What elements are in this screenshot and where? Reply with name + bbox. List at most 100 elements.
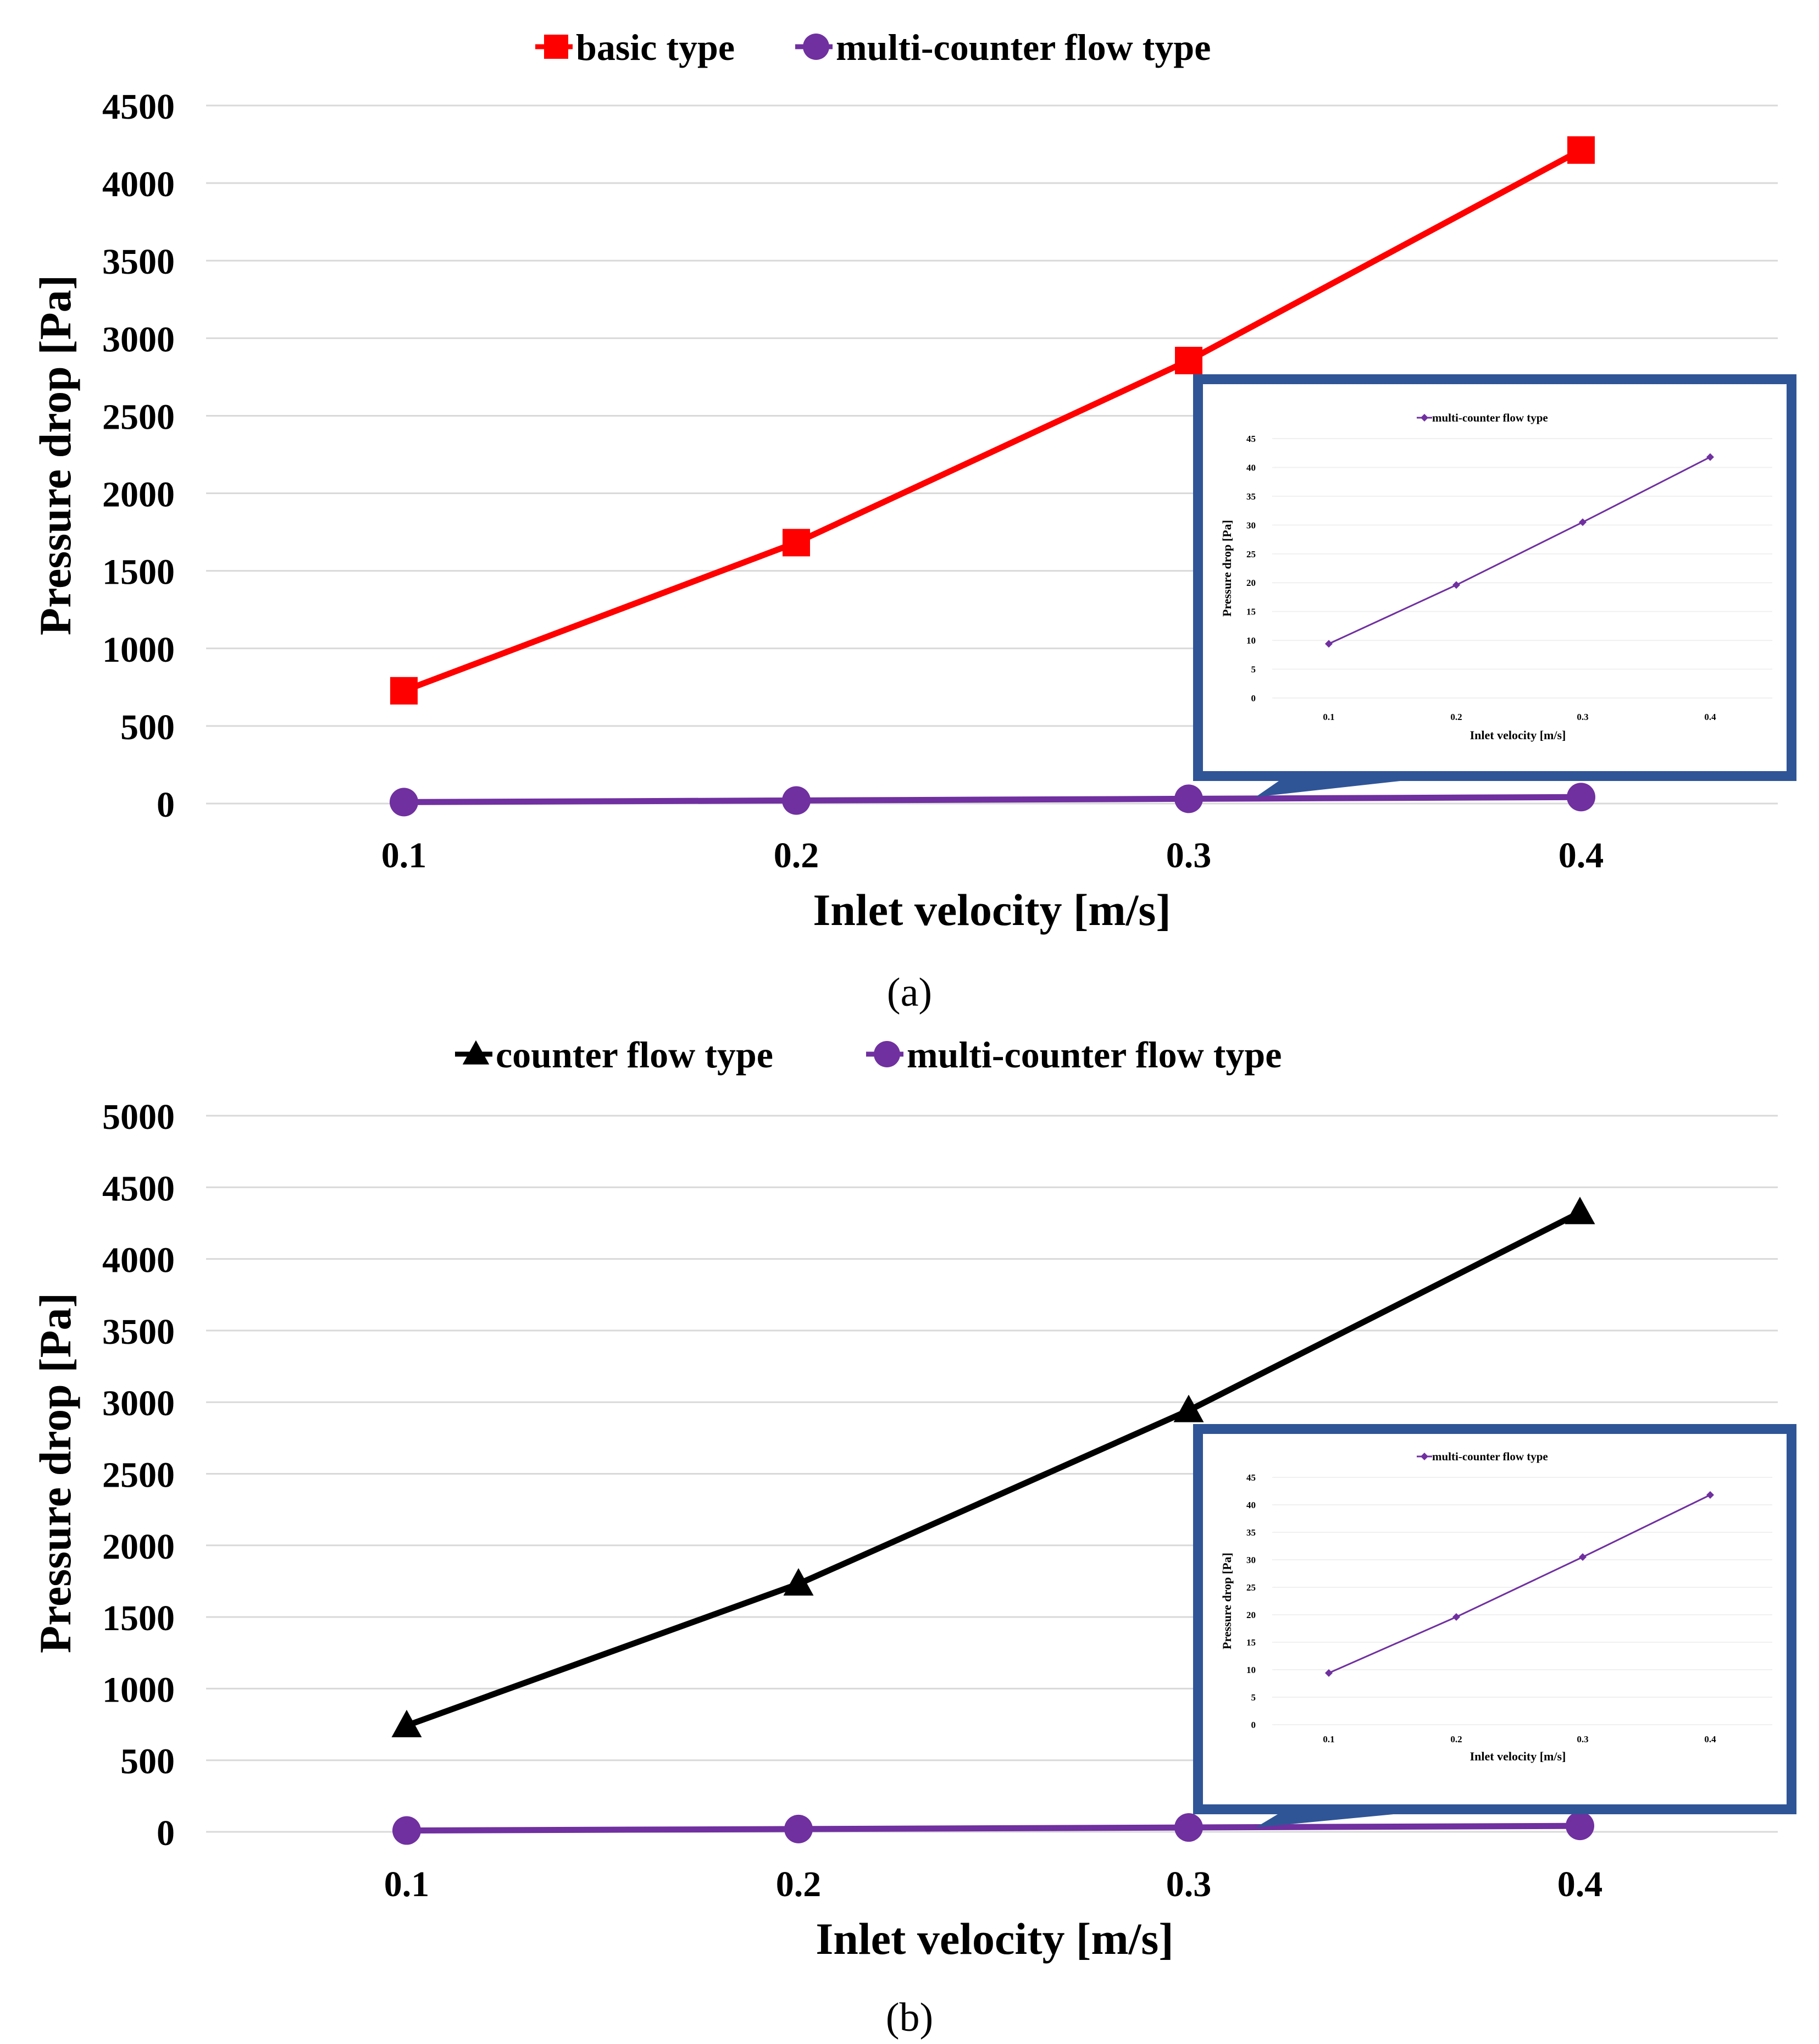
data-point: [1567, 783, 1595, 812]
panel-caption: (b): [886, 1995, 933, 2040]
callout-pointer: [1256, 776, 1445, 797]
panel-caption: (a): [887, 970, 932, 1015]
y-tick-label: 4500: [102, 87, 175, 127]
y-tick-label: 4000: [102, 1240, 175, 1281]
inset-data-point: [1706, 1491, 1714, 1499]
series-line: [403, 794, 1582, 805]
inset-data-point: [1325, 1669, 1333, 1677]
x-tick-label: 0.4: [1559, 835, 1604, 876]
legend-item: counter flow type: [455, 1034, 773, 1076]
inset-y-tick-label: 45: [1246, 434, 1256, 444]
data-point: [783, 529, 810, 557]
data-point: [390, 677, 418, 705]
legend-marker: [874, 1041, 900, 1067]
inset-y-axis-title: Pressure drop [Pa]: [1220, 520, 1234, 617]
legend-label: multi-counter flow type: [907, 1034, 1282, 1076]
series-line: [406, 1210, 1582, 1729]
y-tick-label: 1500: [102, 552, 175, 592]
data-point: [1174, 784, 1203, 813]
inset-y-tick-label: 25: [1246, 1582, 1256, 1593]
inset-y-tick-label: 45: [1246, 1472, 1256, 1483]
data-point: [1173, 1394, 1204, 1422]
inset-x-tick-label: 0.4: [1704, 1734, 1716, 1744]
y-axis-title: Pressure drop [Pa]: [30, 275, 80, 635]
data-point: [1566, 1812, 1594, 1841]
inset-x-tick-label: 0.2: [1450, 1734, 1462, 1744]
inset-y-tick-label: 20: [1246, 1610, 1256, 1620]
series-line: [403, 147, 1583, 694]
data-point: [391, 1709, 422, 1737]
data-point: [782, 786, 811, 815]
y-tick-label: 500: [120, 707, 175, 747]
x-tick-label: 0.3: [1166, 1864, 1212, 1904]
inset-x-tick-label: 0.3: [1577, 1734, 1588, 1744]
data-point: [783, 1568, 814, 1596]
inset-y-tick-label: 25: [1246, 549, 1256, 560]
inset-data-point: [1579, 1553, 1587, 1561]
inset-y-tick-label: 5: [1251, 664, 1256, 675]
series-line: [406, 1823, 1580, 1834]
data-point: [1565, 1197, 1595, 1225]
inset-data-point: [1706, 453, 1714, 461]
inset-y-tick-label: 15: [1246, 607, 1256, 617]
x-tick-label: 0.1: [384, 1864, 430, 1904]
legend-marker: [544, 35, 568, 59]
inset-y-tick-label: 5: [1251, 1692, 1256, 1703]
inset-series-line: [1328, 1494, 1711, 1674]
y-tick-label: 4000: [102, 164, 175, 204]
inset-x-axis-title: Inlet velocity [m/s]: [1470, 728, 1566, 742]
y-tick-label: 0: [157, 785, 175, 825]
inset-data-point: [1452, 1613, 1460, 1621]
x-tick-label: 0.2: [776, 1864, 822, 1904]
x-tick-label: 0.2: [774, 835, 819, 876]
x-tick-label: 0.1: [381, 835, 427, 876]
inset-legend-label: multi-counter flow type: [1432, 1450, 1548, 1463]
inset-legend-label: multi-counter flow type: [1432, 411, 1548, 424]
legend-item: multi-counter flow type: [866, 1034, 1282, 1076]
data-point: [1175, 346, 1202, 374]
inset-y-tick-label: 0: [1251, 693, 1256, 704]
y-tick-label: 2000: [102, 1527, 175, 1567]
inset-x-tick-label: 0.2: [1450, 712, 1462, 722]
y-tick-label: 1500: [102, 1598, 175, 1638]
x-tick-label: 0.3: [1166, 835, 1212, 876]
inset-x-axis-title: Inlet velocity [m/s]: [1470, 1749, 1566, 1763]
inset-frame: [1193, 1424, 1796, 1814]
legend-label: multi-counter flow type: [836, 26, 1211, 68]
legend-label: basic type: [576, 26, 735, 68]
inset-data-point: [1452, 581, 1460, 589]
y-tick-label: 3000: [102, 1383, 175, 1423]
y-tick-label: 2000: [102, 475, 175, 515]
y-tick-label: 0: [157, 1813, 175, 1853]
inset-y-tick-label: 15: [1246, 1637, 1256, 1648]
inset-chart: 0 5 10 15 20 25 30 35 40 45 0.1 0.2 0.3 0.4 Inlet velo…: [1193, 374, 1796, 797]
chart-panel-b: 0 500 1000 1500 2000 2500 3000 3500 4000 4500 5000…: [30, 1034, 1796, 2040]
inset-y-tick-label: 35: [1246, 491, 1256, 502]
inset-x-tick-label: 0.1: [1323, 1734, 1334, 1744]
inset-legend-marker: [1421, 414, 1428, 422]
inset-x-tick-label: 0.4: [1704, 712, 1716, 722]
data-point: [390, 788, 418, 817]
inset-frame: [1193, 374, 1796, 781]
data-point: [392, 1816, 421, 1845]
y-tick-label: 3500: [102, 1312, 175, 1352]
legend-item: basic type: [535, 26, 735, 68]
y-tick-label: 4500: [102, 1168, 175, 1209]
legend-marker: [803, 34, 829, 60]
legend-marker: [462, 1040, 490, 1065]
inset-y-axis-title: Pressure drop [Pa]: [1220, 1553, 1234, 1649]
inset-y-tick-label: 30: [1246, 1555, 1256, 1565]
inset-y-tick-label: 10: [1246, 1665, 1256, 1675]
x-axis-title: Inlet velocity [m/s]: [816, 1914, 1173, 1964]
inset-y-tick-label: 40: [1246, 462, 1256, 473]
inset-chart: 0 5 10 15 20 25 30 35 40 45 0.1 0.2 0.3 0.4 Inlet velo…: [1193, 1424, 1796, 1827]
legend-label: counter flow type: [496, 1034, 773, 1076]
y-tick-label: 1000: [102, 1670, 175, 1710]
inset-y-tick-label: 40: [1246, 1500, 1256, 1510]
data-point: [1567, 136, 1595, 164]
y-tick-label: 2500: [102, 397, 175, 437]
y-tick-label: 1000: [102, 630, 175, 670]
inset-y-tick-label: 35: [1246, 1527, 1256, 1538]
